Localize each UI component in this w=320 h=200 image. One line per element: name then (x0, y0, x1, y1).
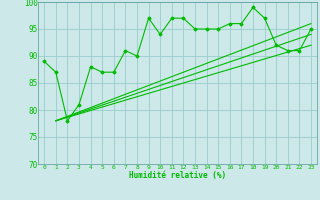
X-axis label: Humidité relative (%): Humidité relative (%) (129, 171, 226, 180)
